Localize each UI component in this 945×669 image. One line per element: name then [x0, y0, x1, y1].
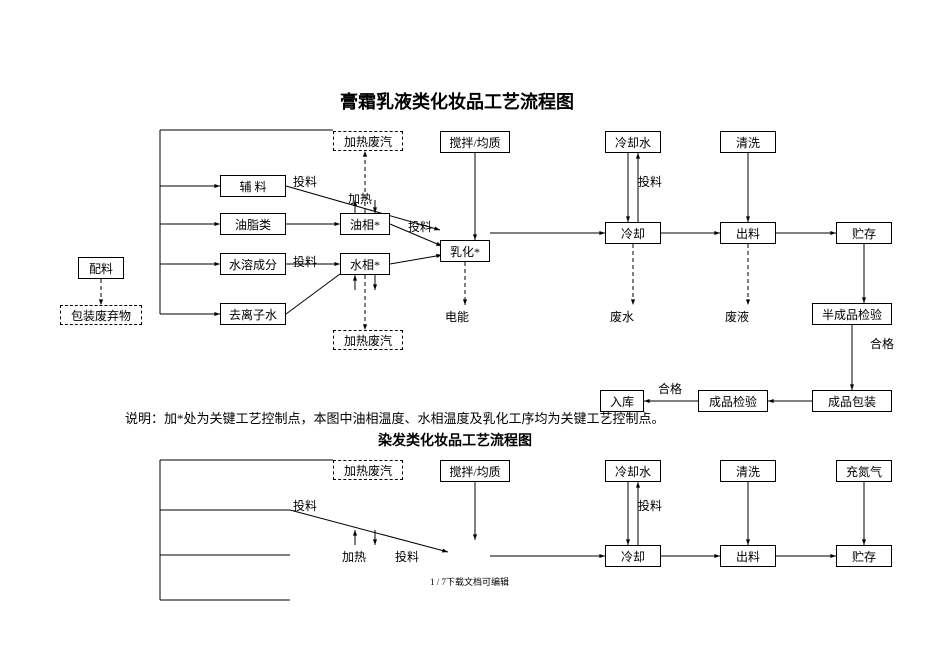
label-touliao-4: 投料	[638, 173, 662, 190]
box-jiare-feiqi-bot: 加热废汽	[333, 330, 403, 350]
box-shuixiang: 水相*	[340, 253, 390, 275]
sub-title: 染发类化妆品工艺流程图	[378, 430, 532, 450]
box-ruhua: 乳化*	[440, 240, 490, 262]
box2-jiaoban: 搅拌/均质	[440, 460, 510, 482]
box-qingxi: 清洗	[720, 131, 776, 153]
box-qulizi: 去离子水	[220, 303, 286, 325]
box-jiare-feiqi-top: 加热废汽	[333, 131, 403, 151]
label2-touliao-3: 投料	[638, 497, 662, 514]
label-hege-2: 合格	[658, 380, 682, 397]
box2-chongdanqi: 充氮气	[836, 460, 892, 482]
box2-jiare-feiqi: 加热废汽	[333, 460, 403, 480]
explanation-note: 说明：加*处为关键工艺控制点，本图中油相温度、水相温度及乳化工序均为关键工艺控制…	[125, 408, 665, 427]
label-touliao-3: 投料	[408, 218, 432, 235]
box2-lengqueshui: 冷却水	[605, 460, 661, 482]
label-touliao-1: 投料	[293, 173, 317, 190]
box-baozhuang-feiqiwu: 包装废弃物	[60, 305, 142, 325]
box2-zhucun: 贮存	[836, 545, 892, 567]
label-feishui: 废水	[610, 308, 634, 325]
label-jiare-1: 加热	[348, 190, 372, 207]
box-jiaoban: 搅拌/均质	[440, 131, 510, 153]
box-chuliao: 出料	[720, 222, 776, 244]
diagram-canvas: 膏霜乳液类化妆品工艺流程图 配料 包装废弃物 辅 料 油脂类 水溶成分 去离子水…	[0, 0, 945, 669]
page-footer: 1 / 7下载文档可编辑	[430, 575, 509, 588]
label2-touliao-2: 投料	[395, 548, 419, 565]
label-touliao-2: 投料	[293, 253, 317, 270]
box-fuliao: 辅 料	[220, 175, 286, 197]
box-lengqueshui: 冷却水	[605, 131, 661, 153]
box-banchengpin: 半成品检验	[812, 303, 892, 325]
label-feiye: 废液	[725, 308, 749, 325]
box-chengpinbaozhuang: 成品包装	[812, 390, 892, 412]
label2-touliao-1: 投料	[293, 497, 317, 514]
box2-chuliao: 出料	[720, 545, 776, 567]
box-chengpinjianyan: 成品检验	[698, 390, 768, 412]
box-shuirong: 水溶成分	[220, 253, 286, 275]
label2-jiare: 加热	[342, 548, 366, 565]
box-peiliao: 配料	[78, 257, 124, 279]
box2-lengque: 冷却	[605, 545, 661, 567]
box2-qingxi: 清洗	[720, 460, 776, 482]
label-hege-1: 合格	[870, 335, 894, 352]
box-youzhilei: 油脂类	[220, 213, 286, 235]
label-dianneng: 电能	[445, 308, 469, 325]
main-title: 膏霜乳液类化妆品工艺流程图	[340, 88, 574, 114]
box-zhucun: 贮存	[836, 222, 892, 244]
box-youxiang: 油相*	[340, 213, 390, 235]
box-lengque: 冷却	[605, 222, 661, 244]
